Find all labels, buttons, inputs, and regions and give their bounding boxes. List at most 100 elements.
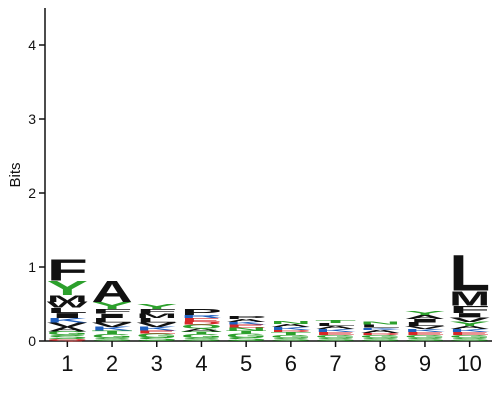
logo-letter: G (404, 334, 445, 339)
logo-letter: I (91, 313, 132, 320)
x-tick-label: 3 (151, 351, 163, 376)
y-ticks: 0 1 2 3 4 (28, 37, 45, 349)
logo-letter: Y (449, 321, 490, 328)
x-tick-label: 5 (240, 351, 252, 376)
x-tick-label: 4 (195, 351, 207, 376)
x-tick-label: 2 (106, 351, 118, 376)
logo-letter: G (136, 333, 177, 339)
logo-letter: L (404, 322, 445, 328)
logo-letter: P (226, 315, 267, 320)
logo-letter: T (91, 330, 132, 336)
logo-letter: G (91, 333, 132, 339)
logo-stacks: QSGAVKILWMYFSGTKVLIFYASGEKVLMFYSGTAQDERP… (47, 244, 490, 342)
logo-letter: A (404, 314, 445, 320)
logo-letter: I (47, 312, 88, 320)
logo-letter: A (270, 323, 311, 328)
logo-letter: P (181, 308, 222, 317)
logo-letter: Q (181, 324, 222, 330)
logo-letter: A (91, 274, 132, 308)
logo-letter: S (270, 337, 311, 342)
logo-letter: L (91, 317, 132, 324)
y-tick-label: 1 (28, 259, 36, 275)
logo-letter: Q (47, 338, 88, 341)
logo-letter: L (136, 317, 177, 324)
logo-letter: Y (47, 276, 88, 299)
logo-letter: S (360, 337, 401, 342)
logo-letter: D (270, 329, 311, 333)
y-axis-label: Bits (7, 162, 24, 187)
logo-letter: V (136, 322, 177, 329)
logo-letter: L (47, 307, 88, 315)
logo-letter: S (47, 334, 88, 340)
x-tick-label: 1 (61, 351, 73, 376)
logo-letter: T (226, 330, 267, 335)
logo-letter: V (91, 322, 132, 329)
y-tick-label: 4 (28, 37, 36, 53)
logo-letter: G (315, 334, 356, 339)
logo-letter: K (136, 326, 177, 332)
logo-letter: W (47, 300, 89, 309)
logo-letter: Y (404, 311, 445, 317)
logo-letter: R (181, 314, 222, 319)
logo-letter: A (47, 326, 88, 333)
logo-letter: L (315, 323, 356, 328)
y-tick-label: 2 (28, 185, 36, 201)
logo-letter: A (315, 325, 356, 330)
logo-letter: K (404, 328, 445, 333)
logo-letter: L (360, 324, 401, 329)
logo-letter: T (270, 331, 311, 336)
logo-letter: K (315, 328, 356, 333)
logo-letter: S (315, 337, 356, 342)
logo-letter: K (449, 328, 490, 333)
logo-letter: I (449, 312, 490, 319)
logo-letter: S (404, 337, 445, 342)
logo-letter: E (181, 317, 222, 323)
logo-letter: K (47, 317, 88, 324)
logo-letter: F (136, 308, 177, 315)
logo-letter: S (181, 337, 222, 342)
logo-letter: N (226, 327, 267, 332)
logo-letter: G (449, 334, 490, 339)
logo-letter: A (226, 318, 267, 323)
logo-letter: E (315, 331, 356, 336)
y-tick-label: 3 (28, 111, 36, 127)
logo-letter: L (449, 244, 490, 301)
logo-letter: M (136, 313, 177, 320)
axes: 0 1 2 3 4 1 2 3 4 5 6 7 8 9 10 Bits (7, 8, 492, 376)
logo-letter: S (136, 336, 177, 342)
logo-letter: G (181, 333, 222, 339)
logo-letter: V (404, 326, 445, 331)
logo-letter: A (360, 329, 401, 334)
logo-letter: S (91, 337, 132, 342)
x-tick-label: 9 (419, 351, 431, 376)
logo-letter: A (449, 325, 490, 330)
logo-letter: E (136, 330, 177, 335)
logo-letter: A (181, 328, 222, 333)
x-tick-label: 6 (285, 351, 297, 376)
logo-letter: S (226, 336, 267, 342)
logo-letter: E (404, 331, 445, 336)
logo-letter: Y (136, 303, 177, 311)
logo-letter: T (181, 331, 222, 336)
logo-letter: K (270, 326, 311, 331)
logo-letter: V (47, 322, 88, 329)
logo-letter: N (360, 321, 401, 326)
y-tick-label: 0 (28, 333, 36, 349)
logo-letter: F (47, 253, 88, 287)
x-tick-label: 8 (374, 351, 386, 376)
logo-letter: D (360, 332, 401, 336)
logo-letter: E (449, 331, 490, 336)
x-ticks: 1 2 3 4 5 6 7 8 9 10 (61, 341, 482, 376)
logo-letter: V (449, 316, 490, 323)
